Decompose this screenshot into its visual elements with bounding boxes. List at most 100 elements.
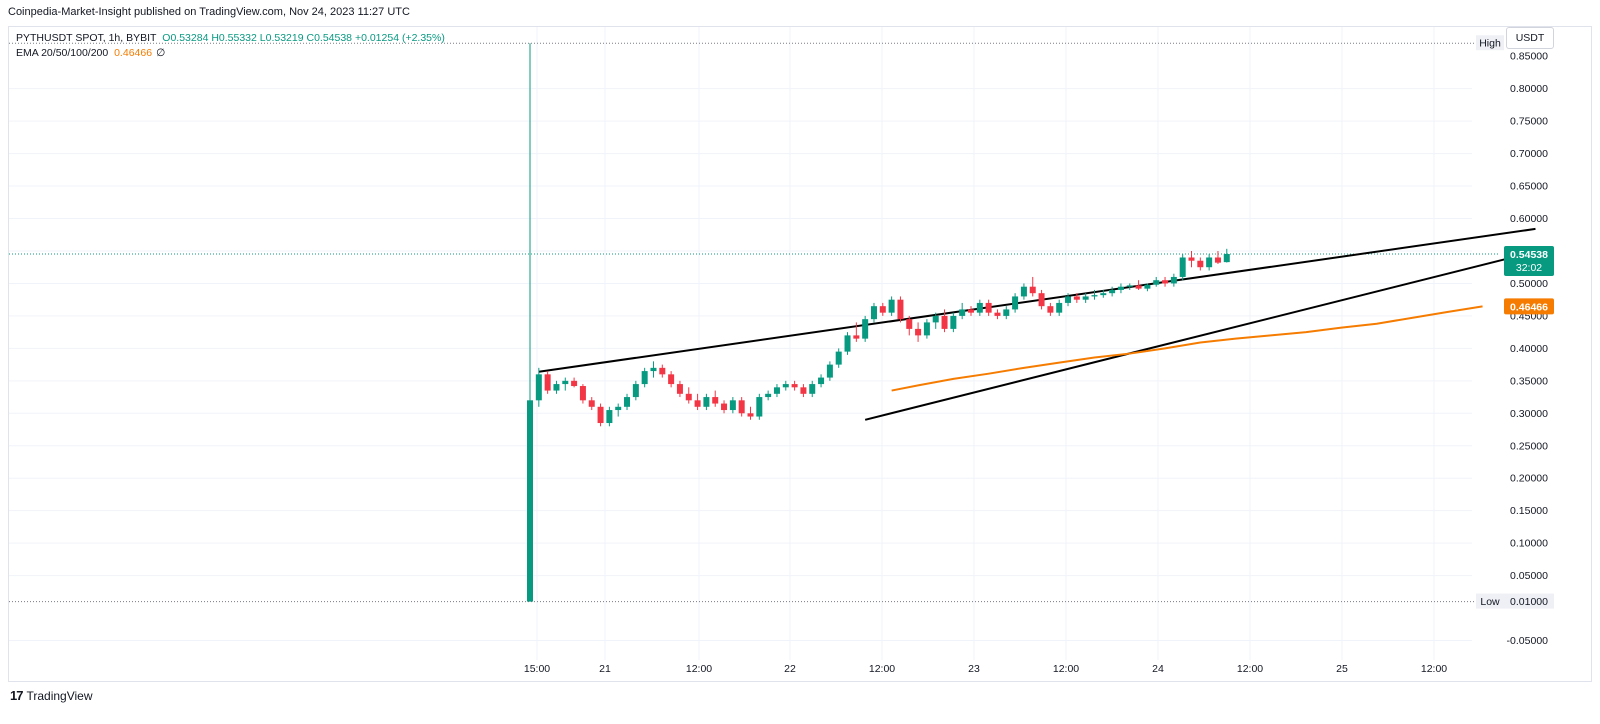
publisher-credit: Coinpedia-Market-Insight published on Tr… xyxy=(8,6,410,18)
tradingview-logo-icon: 17 xyxy=(10,688,24,703)
candle-body xyxy=(985,302,992,313)
chart-legend: PYTHUSDT SPOT, 1h, BYBIT O0.53284 H0.553… xyxy=(16,31,445,61)
candle-body xyxy=(888,299,895,313)
candle-body xyxy=(853,335,860,339)
wedge-upper-line xyxy=(538,227,1536,373)
candle-body xyxy=(527,400,533,602)
price-tick-label: 0.50000 xyxy=(1510,278,1548,290)
candle-body xyxy=(650,367,657,372)
candle-body xyxy=(632,384,639,398)
candle-body xyxy=(685,393,692,401)
candle-body xyxy=(553,384,560,391)
candle-body xyxy=(906,319,913,329)
candle-body xyxy=(659,367,666,375)
wedge-lower-line xyxy=(864,250,1536,421)
candle-body xyxy=(879,306,886,313)
price-tick-label: -0.05000 xyxy=(1507,635,1549,647)
candle-body xyxy=(791,384,798,388)
bar-countdown: 32:02 xyxy=(1516,262,1542,274)
time-tick-label: 24 xyxy=(1152,663,1164,675)
time-tick-label: 12:00 xyxy=(1237,663,1263,675)
price-tick-label: 0.10000 xyxy=(1510,538,1548,550)
candle-body xyxy=(1206,257,1213,268)
price-axis: 0.800000.750000.700000.650000.600000.550… xyxy=(1507,51,1549,647)
ema-indicator-name[interactable]: EMA 20/50/100/200 xyxy=(16,47,109,59)
time-tick-label: 25 xyxy=(1336,663,1348,675)
currency-selector[interactable]: USDT xyxy=(1506,27,1554,49)
candle-body xyxy=(1153,280,1160,285)
candle-body xyxy=(941,315,948,329)
time-tick-label: 15:00 xyxy=(524,663,550,675)
candle-body xyxy=(712,397,719,404)
price-tick-label: 0.60000 xyxy=(1510,213,1548,225)
candle-body xyxy=(976,302,983,313)
candle-body xyxy=(571,380,578,387)
candle-body xyxy=(994,312,1001,316)
price-tick-label: 0.25000 xyxy=(1510,440,1548,452)
tradingview-footer[interactable]: 17 TradingView xyxy=(10,688,93,703)
candle-body xyxy=(1214,257,1221,263)
candle-body xyxy=(835,351,842,365)
ema-empty-value: ∅ xyxy=(156,47,166,59)
candle-body xyxy=(1135,285,1142,289)
candle-body xyxy=(703,397,710,407)
low-badge xyxy=(1476,593,1504,609)
candle-body xyxy=(624,397,631,407)
candle-body xyxy=(897,299,904,320)
candle-body xyxy=(923,322,930,336)
price-tick-label: 0.70000 xyxy=(1510,148,1548,160)
candle-body xyxy=(1100,293,1107,296)
candle-body xyxy=(579,386,586,401)
candle-body xyxy=(826,364,833,378)
candle-body xyxy=(562,380,569,385)
candle-body xyxy=(809,384,816,394)
time-tick-label: 12:00 xyxy=(686,663,712,675)
candle-body xyxy=(915,328,922,336)
low-value-badge xyxy=(1504,593,1554,609)
time-tick-label: 23 xyxy=(968,663,980,675)
candle-body xyxy=(765,393,772,398)
candle-body xyxy=(588,400,595,407)
ema-indicator-value: 0.46466 xyxy=(114,47,153,59)
candle-body xyxy=(1197,260,1204,268)
grid-lines xyxy=(9,27,1500,660)
time-tick-label: 21 xyxy=(599,663,611,675)
candle-body xyxy=(606,410,613,424)
candle-body xyxy=(782,384,789,388)
candle-body xyxy=(1117,286,1124,290)
candle-body xyxy=(747,413,754,417)
high-badge xyxy=(1476,35,1504,51)
candle-body xyxy=(615,406,622,411)
candle-body xyxy=(1073,296,1080,300)
ema-polyline xyxy=(891,305,1483,392)
price-tick-label: 0.20000 xyxy=(1510,473,1548,485)
last-price-badge xyxy=(1504,245,1554,276)
symbol-info[interactable]: PYTHUSDT SPOT, 1h, BYBIT xyxy=(16,32,157,44)
price-tick-label: 0.40000 xyxy=(1510,343,1548,355)
candle-body xyxy=(1144,284,1151,289)
candles xyxy=(527,43,1230,602)
price-tick-label: 0.15000 xyxy=(1510,505,1548,517)
ema-price-badge xyxy=(1504,298,1554,315)
candle-body xyxy=(1056,302,1063,313)
price-tick-label: 0.30000 xyxy=(1510,408,1548,420)
candle-body xyxy=(1170,276,1177,284)
price-tick-label: 0.65000 xyxy=(1510,181,1548,193)
candle-body xyxy=(932,315,939,323)
candle-body xyxy=(721,403,728,411)
candle-body xyxy=(862,319,869,339)
time-tick-label: 12:00 xyxy=(869,663,895,675)
time-tick-label: 12:00 xyxy=(1421,663,1447,675)
ohlc-values: O0.53284 H0.55332 L0.53219 C0.54538 +0.0… xyxy=(162,32,445,44)
low-label: Low xyxy=(1480,596,1500,608)
time-tick-label: 22 xyxy=(784,663,796,675)
rising-wedge xyxy=(538,227,1536,421)
candle-body xyxy=(729,400,736,411)
candle-body xyxy=(1020,286,1027,297)
candle-body xyxy=(1188,257,1195,261)
candle-body xyxy=(1179,257,1186,277)
candle-body xyxy=(1082,296,1089,300)
candle-body xyxy=(1047,306,1054,313)
